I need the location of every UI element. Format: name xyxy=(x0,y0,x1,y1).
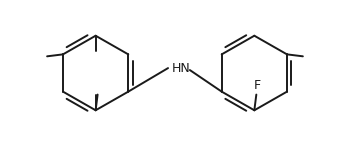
Text: HN: HN xyxy=(172,62,191,75)
Text: F: F xyxy=(254,79,261,92)
